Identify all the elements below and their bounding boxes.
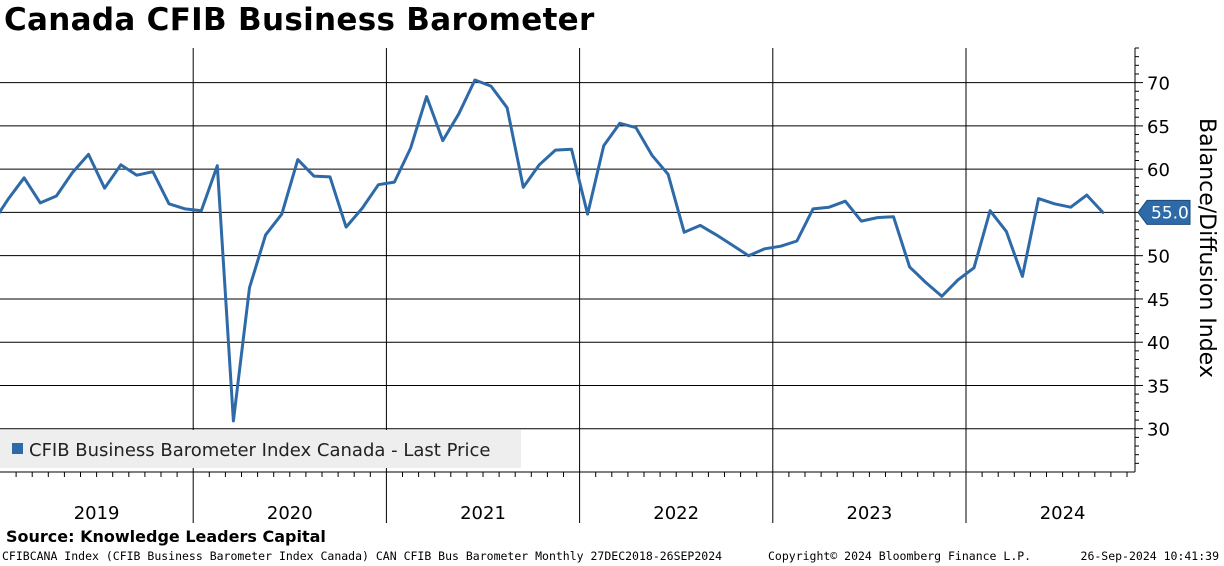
chart-title: Canada CFIB Business Barometer <box>4 2 595 38</box>
y-tick-label: 45 <box>1147 290 1170 311</box>
y-axis-label: Balance/Diffusion Index <box>1194 118 1219 378</box>
last-value-marker: 55.0 <box>1137 199 1191 225</box>
legend: CFIB Business Barometer Index Canada - L… <box>0 430 521 468</box>
legend-box <box>0 430 521 468</box>
footer-timestamp: 26-Sep-2024 10:41:39 <box>1080 549 1219 563</box>
y-tick-label: 30 <box>1147 420 1170 441</box>
x-tick-label: 2020 <box>267 503 313 524</box>
series-line <box>0 78 1105 423</box>
x-tick-label: 2022 <box>653 503 699 524</box>
x-tick-label: 2021 <box>460 503 506 524</box>
footer-ticker: CFIBCANA Index (CFIB Business Barometer … <box>2 549 723 563</box>
legend-label: CFIB Business Barometer Index Canada - L… <box>29 440 491 461</box>
footer-copyright: Copyright© 2024 Bloomberg Finance L.P. <box>768 549 1032 563</box>
legend-swatch <box>12 443 23 454</box>
gridlines <box>0 48 1136 523</box>
x-tick-label: 2024 <box>1040 503 1086 524</box>
x-tick-label: 2019 <box>74 503 120 524</box>
y-tick-label: 70 <box>1147 74 1170 95</box>
x-tick-label: 2023 <box>846 503 892 524</box>
x-axis: 2019 2020 2021 2022 2023 2024 <box>15 472 1128 524</box>
y-tick-label: 40 <box>1147 333 1170 354</box>
y-axis-ticks: 303540455055606570 <box>1135 47 1170 464</box>
source-note: Source: Knowledge Leaders Capital <box>6 527 326 546</box>
y-tick-label: 65 <box>1147 117 1170 138</box>
last-value-label: 55.0 <box>1151 203 1189 223</box>
y-tick-label: 60 <box>1147 160 1170 181</box>
last-value-box <box>1137 199 1191 225</box>
y-tick-label: 35 <box>1147 376 1170 397</box>
y-tick-label: 50 <box>1147 247 1170 268</box>
